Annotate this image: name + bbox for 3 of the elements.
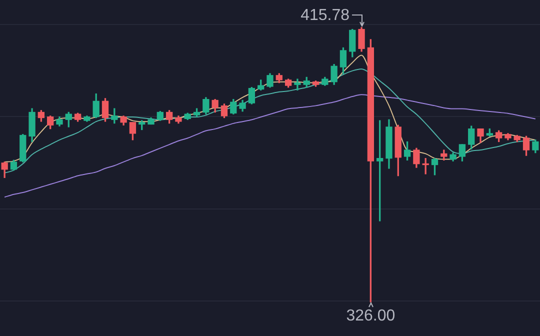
text: 415.78 (300, 6, 350, 24)
candlestick (294, 78, 301, 90)
text: 326.00 (346, 307, 396, 324)
